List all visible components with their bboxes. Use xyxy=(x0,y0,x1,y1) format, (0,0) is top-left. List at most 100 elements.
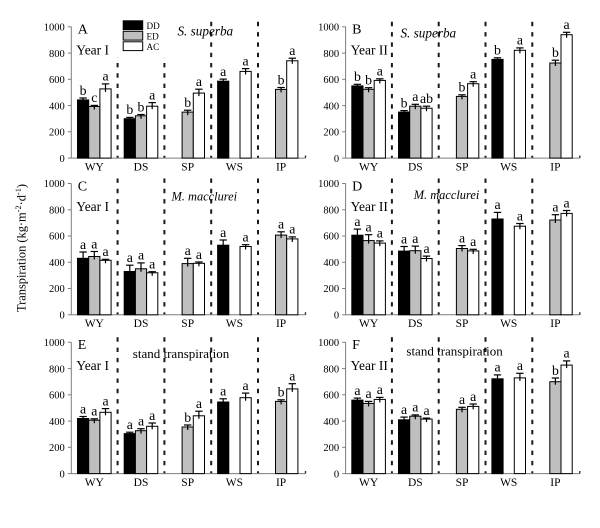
svg-text:a: a xyxy=(354,383,360,398)
svg-text:200: 200 xyxy=(49,128,65,139)
svg-text:a: a xyxy=(243,378,249,393)
svg-text:a: a xyxy=(138,248,144,263)
svg-text:Year I: Year I xyxy=(76,42,109,57)
svg-text:WY: WY xyxy=(85,318,105,330)
svg-text:a: a xyxy=(354,214,360,229)
svg-text:a: a xyxy=(289,369,295,384)
svg-text:A: A xyxy=(78,23,89,38)
svg-text:a: a xyxy=(102,69,108,84)
svg-text:SP: SP xyxy=(181,477,194,489)
svg-text:S. superba: S. superba xyxy=(400,26,456,41)
svg-text:a: a xyxy=(196,247,202,262)
svg-text:IP: IP xyxy=(550,477,560,489)
svg-text:C: C xyxy=(78,179,87,194)
svg-text:200: 200 xyxy=(323,443,339,454)
svg-text:a: a xyxy=(401,402,407,417)
svg-text:a: a xyxy=(127,417,133,432)
svg-text:D: D xyxy=(352,179,362,194)
svg-text:c: c xyxy=(91,90,97,105)
svg-text:600: 600 xyxy=(49,75,65,86)
svg-text:a: a xyxy=(102,244,108,259)
svg-text:DD: DD xyxy=(147,21,161,31)
svg-text:a: a xyxy=(366,386,372,401)
svg-text:a: a xyxy=(102,393,108,408)
svg-text:1000: 1000 xyxy=(318,23,339,34)
svg-text:a: a xyxy=(423,403,429,418)
svg-text:400: 400 xyxy=(49,417,65,428)
svg-text:a: a xyxy=(494,360,500,375)
svg-text:a: a xyxy=(127,250,133,265)
svg-text:a: a xyxy=(459,392,465,407)
svg-text:a: a xyxy=(412,400,418,415)
svg-text:1000: 1000 xyxy=(44,338,65,349)
svg-text:a: a xyxy=(412,231,418,246)
svg-text:0: 0 xyxy=(334,154,339,165)
svg-text:a: a xyxy=(149,257,155,272)
svg-text:WS: WS xyxy=(500,318,517,330)
svg-text:800: 800 xyxy=(323,49,339,60)
svg-text:b: b xyxy=(365,73,372,88)
svg-text:200: 200 xyxy=(49,443,65,454)
svg-text:200: 200 xyxy=(49,284,65,295)
svg-text:b: b xyxy=(126,102,133,117)
svg-text:0: 0 xyxy=(60,469,65,480)
svg-text:b: b xyxy=(278,385,285,400)
svg-text:0: 0 xyxy=(334,311,339,322)
svg-text:AC: AC xyxy=(147,42,160,52)
svg-text:a: a xyxy=(377,382,383,397)
svg-text:a: a xyxy=(366,220,372,235)
svg-text:E: E xyxy=(78,338,87,353)
svg-text:DS: DS xyxy=(408,477,423,489)
svg-text:SP: SP xyxy=(456,318,469,330)
svg-text:SP: SP xyxy=(181,161,194,173)
svg-text:WS: WS xyxy=(500,161,517,173)
svg-text:DS: DS xyxy=(134,161,149,173)
svg-text:a: a xyxy=(196,74,202,89)
svg-text:400: 400 xyxy=(323,258,339,269)
svg-text:M. macclurei: M. macclurei xyxy=(170,189,237,203)
svg-text:b: b xyxy=(138,99,145,114)
svg-text:IP: IP xyxy=(550,161,560,173)
svg-text:Year II: Year II xyxy=(351,199,389,214)
svg-text:200: 200 xyxy=(323,128,339,139)
svg-text:0: 0 xyxy=(334,469,339,480)
svg-text:a: a xyxy=(401,231,407,246)
svg-text:1000: 1000 xyxy=(44,179,65,190)
svg-text:S. superba: S. superba xyxy=(177,24,233,39)
svg-text:IP: IP xyxy=(276,318,286,330)
svg-text:a: a xyxy=(377,64,383,79)
svg-text:WY: WY xyxy=(359,477,379,489)
svg-text:IP: IP xyxy=(550,318,560,330)
svg-text:400: 400 xyxy=(323,101,339,112)
svg-text:WS: WS xyxy=(226,318,243,330)
svg-text:400: 400 xyxy=(49,101,65,112)
svg-text:a: a xyxy=(564,17,570,32)
svg-text:DS: DS xyxy=(134,477,149,489)
svg-text:Year I: Year I xyxy=(76,358,109,373)
svg-text:a: a xyxy=(220,64,226,79)
svg-text:800: 800 xyxy=(323,206,339,217)
svg-text:a: a xyxy=(517,208,523,223)
svg-text:DS: DS xyxy=(408,318,423,330)
svg-text:b: b xyxy=(184,410,191,425)
svg-text:b: b xyxy=(278,72,285,87)
svg-text:0: 0 xyxy=(60,154,65,165)
svg-text:Year II: Year II xyxy=(351,358,389,373)
svg-text:600: 600 xyxy=(323,391,339,402)
svg-text:a: a xyxy=(80,401,86,416)
svg-text:WS: WS xyxy=(226,477,243,489)
svg-text:200: 200 xyxy=(323,284,339,295)
svg-text:WY: WY xyxy=(359,161,379,173)
svg-text:b: b xyxy=(552,45,559,60)
svg-text:a: a xyxy=(289,222,295,237)
svg-text:800: 800 xyxy=(49,206,65,217)
svg-text:b: b xyxy=(494,43,501,58)
svg-text:600: 600 xyxy=(49,232,65,243)
svg-text:stand transpiration: stand transpiration xyxy=(406,344,503,359)
svg-text:a: a xyxy=(470,389,476,404)
svg-text:DS: DS xyxy=(408,161,423,173)
svg-text:Year II: Year II xyxy=(351,42,389,57)
svg-text:b: b xyxy=(459,80,466,95)
svg-text:b: b xyxy=(80,83,87,98)
svg-text:WY: WY xyxy=(85,161,105,173)
